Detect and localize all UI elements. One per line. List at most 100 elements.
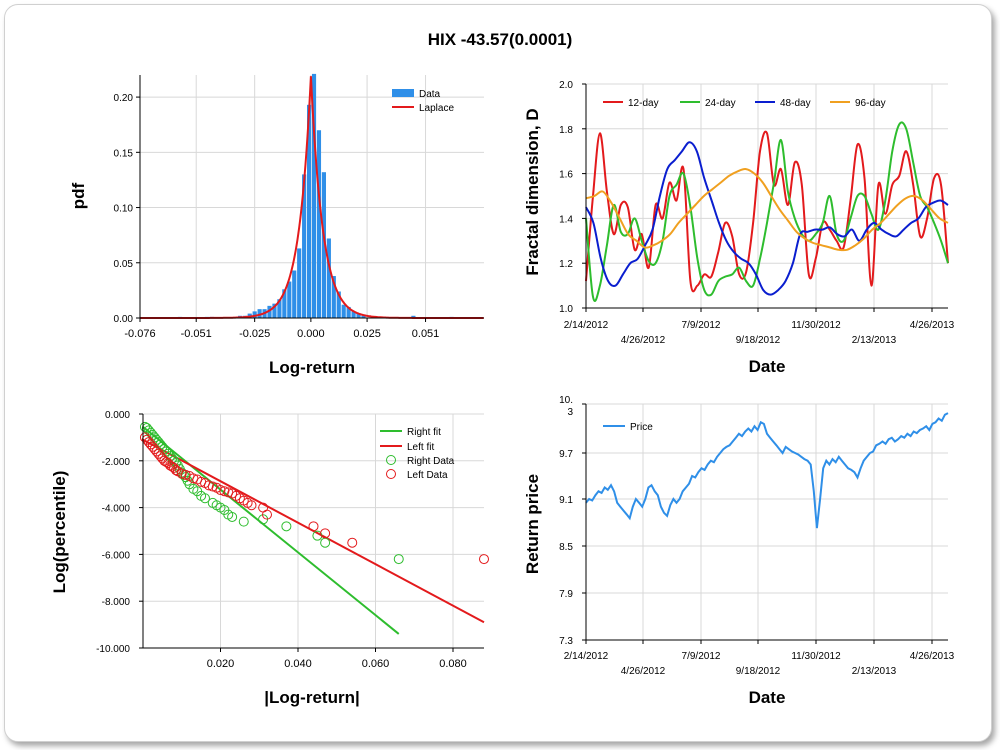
right-data-point [320, 537, 331, 548]
y-tick-label: -2.000 [102, 457, 131, 468]
right-data-point [238, 516, 249, 527]
histogram-bar [326, 238, 331, 318]
x-tick-label: 7/9/2012 [682, 320, 721, 331]
histogram-bar [361, 315, 366, 318]
y-axis-label: Fractal dimension, D [523, 108, 542, 275]
legend-label-48-day: 48-day [780, 98, 811, 109]
x-tick-label: 0.040 [284, 658, 312, 670]
x-tick-label: 4/26/2013 [910, 320, 955, 331]
y-tick-label: 3 [567, 407, 573, 418]
right-data-point [227, 511, 238, 522]
y-tick-label: -6.000 [102, 550, 131, 561]
y-tick-label: 1.4 [559, 214, 573, 225]
legend-label-96-day: 96-day [855, 98, 886, 109]
histogram-bar [272, 303, 277, 318]
legend-right-fit-label: Right fit [407, 427, 441, 438]
x-axis-label: Date [749, 688, 786, 707]
y-tick-label: 0.000 [105, 410, 130, 421]
histogram-bar [287, 281, 292, 318]
y-tick-label: 2.0 [559, 80, 573, 91]
series-line-12-day [585, 130, 949, 293]
x-tick-label: 4/26/2013 [910, 651, 955, 662]
left-data-point [479, 554, 489, 565]
x-axis-label: Log-return [269, 358, 355, 377]
price-line [585, 412, 949, 529]
y-tick-label: -4.000 [102, 504, 131, 515]
y-tick-label: 10. [559, 395, 573, 406]
y-tick-label: 9.1 [559, 495, 573, 506]
x-tick-label: -0.076 [124, 328, 155, 340]
x-tick-label: 11/30/2012 [791, 320, 841, 331]
legend-right-data-swatch [386, 455, 396, 465]
left-data-point [176, 468, 187, 479]
y-axis-label: Return price [523, 474, 542, 574]
y-tick-label: -8.000 [102, 597, 131, 608]
left-data-point [308, 521, 319, 532]
y-tick-label: 7.9 [559, 589, 573, 600]
x-tick-label: 4/26/2012 [621, 335, 666, 346]
y-tick-label: 7.3 [559, 636, 573, 647]
histogram-bar [306, 104, 312, 318]
x-tick-label: 0.020 [207, 658, 235, 670]
histogram-bar [331, 276, 336, 318]
series-line-24-day [585, 121, 949, 302]
left-data-point [203, 480, 214, 491]
right-fit-line [142, 426, 400, 635]
tail-chart: 0.020 0.040 0.060 0.080 0.000 -2.000 -4.000 -6.… [50, 410, 489, 707]
legend-left-fit-label: Left fit [407, 442, 434, 453]
x-axis-label: Date [749, 357, 786, 376]
y-tick-label: 0.10 [114, 204, 134, 215]
x-axis-label: |Log-return| [264, 688, 359, 707]
legend-data-label: Data [419, 89, 441, 100]
legend-label-12-day: 12-day [628, 98, 659, 109]
legend-data-swatch [392, 89, 414, 97]
y-tick-label: 9.7 [559, 449, 573, 460]
histogram-bar [336, 291, 341, 318]
histogram-bar [341, 304, 346, 318]
y-tick-label: 1.2 [559, 259, 573, 270]
price-chart: 2/14/2012 7/9/2012 11/30/2012 4/26/2013 4/26… [523, 395, 955, 707]
y-tick-label: 8.5 [559, 542, 573, 553]
legend-right-data-label: Right Data [407, 456, 455, 467]
right-data-point [281, 521, 292, 532]
left-data-point [320, 528, 331, 539]
left-data-point [170, 465, 181, 476]
y-axis-label: Log(percentile) [50, 471, 69, 594]
histogram-bar [267, 305, 272, 318]
left-data-point [219, 486, 230, 497]
right-data-point [200, 493, 210, 504]
histogram-bar [297, 248, 302, 318]
histogram-bar [346, 306, 351, 318]
x-tick-label: 2/14/2012 [564, 651, 609, 662]
histogram-bar [277, 299, 282, 318]
x-tick-label: 11/30/2012 [791, 651, 841, 662]
left-data-point [262, 509, 272, 520]
histogram-bar [252, 311, 257, 318]
histogram-bar [411, 315, 416, 318]
left-data-point [215, 485, 226, 496]
x-tick-label: -0.025 [239, 328, 270, 340]
y-tick-label: 1.0 [559, 304, 573, 315]
histogram-bar [282, 289, 287, 318]
left-data-point [169, 462, 179, 473]
histogram-bar [351, 311, 356, 318]
x-tick-label: 4/26/2012 [621, 666, 666, 677]
right-data-point [393, 554, 404, 565]
x-tick-label: 2/13/2013 [852, 335, 897, 346]
x-tick-label: 0.080 [439, 658, 467, 670]
x-tick-label: 0.051 [412, 328, 440, 340]
fractal-chart: 2/14/2012 7/9/2012 11/30/2012 4/26/2013 4/26… [523, 80, 955, 376]
x-tick-label: 2/13/2013 [852, 666, 897, 677]
left-data-point [246, 500, 257, 511]
histogram-bar [257, 309, 262, 318]
y-tick-label: 0.05 [114, 259, 134, 270]
x-tick-label: -0.051 [181, 328, 212, 340]
pdf-chart: -0.076 -0.051 -0.025 0.000 0.025 0.051 0.00 0.0… [69, 73, 484, 377]
x-tick-label: 0.060 [362, 658, 390, 670]
y-tick-label: -10.000 [96, 644, 130, 655]
histogram-bar [356, 313, 361, 318]
x-tick-label: 9/18/2012 [736, 335, 781, 346]
y-tick-label: 0.20 [114, 93, 134, 104]
x-tick-label: 7/9/2012 [682, 651, 721, 662]
legend-left-data-swatch [386, 469, 396, 479]
